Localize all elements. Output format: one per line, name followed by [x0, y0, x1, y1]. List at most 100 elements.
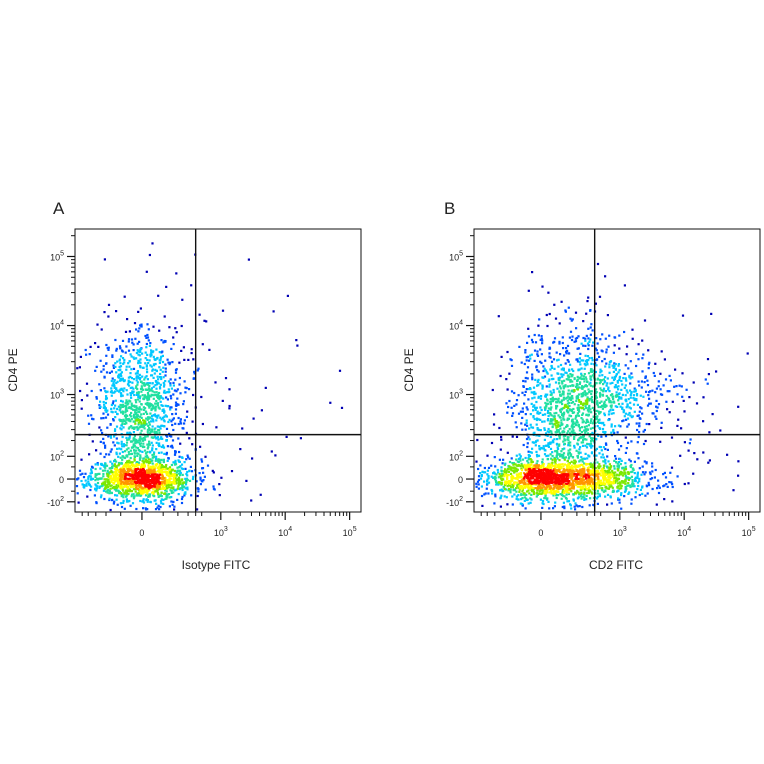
- event-point: [118, 482, 121, 485]
- event-point: [574, 502, 577, 505]
- event-point: [162, 425, 165, 428]
- event-point: [124, 402, 127, 405]
- event-point: [132, 356, 135, 359]
- event-point: [130, 396, 133, 399]
- event-point: [651, 462, 654, 465]
- event-point: [599, 394, 602, 397]
- event-point: [539, 338, 542, 341]
- event-point: [127, 340, 130, 343]
- event-point: [659, 440, 662, 443]
- event-point: [519, 502, 522, 505]
- event-point: [585, 378, 588, 381]
- event-point: [619, 483, 622, 486]
- event-point: [102, 442, 105, 445]
- event-point: [600, 389, 603, 392]
- event-point: [90, 468, 93, 471]
- event-point: [524, 390, 527, 393]
- event-point: [185, 431, 188, 434]
- event-point: [594, 392, 597, 395]
- event-point: [517, 457, 520, 460]
- event-point: [168, 432, 171, 435]
- event-point: [126, 400, 129, 403]
- event-point: [563, 458, 566, 461]
- event-point: [567, 491, 570, 494]
- scatter-points-b: [475, 262, 749, 511]
- event-point: [626, 425, 629, 428]
- event-point: [141, 477, 144, 480]
- event-point: [156, 488, 160, 491]
- event-point: [510, 406, 513, 409]
- event-point: [108, 481, 111, 484]
- event-point: [495, 483, 498, 486]
- event-point: [565, 396, 568, 399]
- event-point: [607, 460, 610, 463]
- event-point: [513, 391, 516, 395]
- event-point: [605, 348, 608, 351]
- event-point: [548, 383, 551, 386]
- event-point: [517, 498, 520, 501]
- event-point: [100, 417, 103, 420]
- event-point: [286, 294, 289, 297]
- event-point: [522, 385, 525, 388]
- event-point: [527, 461, 530, 464]
- event-point: [587, 410, 590, 413]
- event-point: [585, 334, 588, 337]
- event-point: [476, 480, 480, 483]
- event-point: [556, 359, 559, 362]
- event-point: [157, 414, 160, 417]
- event-point: [142, 465, 146, 468]
- event-point: [636, 471, 639, 474]
- event-point: [572, 499, 575, 502]
- event-point: [615, 478, 618, 481]
- event-point: [131, 392, 134, 395]
- event-point: [143, 471, 146, 474]
- event-point: [105, 490, 108, 493]
- event-point: [626, 476, 629, 479]
- event-point: [575, 385, 578, 388]
- event-point: [509, 482, 512, 485]
- event-point: [178, 478, 181, 481]
- event-point: [569, 317, 572, 320]
- event-point: [151, 456, 154, 459]
- event-point: [554, 317, 558, 320]
- event-point: [116, 360, 119, 363]
- event-point: [616, 380, 619, 383]
- event-point: [111, 465, 114, 468]
- event-point: [529, 388, 532, 391]
- event-point: [155, 464, 158, 467]
- event-point: [95, 365, 98, 368]
- plot-frame-a: [74, 228, 362, 513]
- event-point: [138, 400, 141, 403]
- event-point: [115, 387, 118, 390]
- event-point: [109, 487, 112, 490]
- event-point: [152, 394, 155, 397]
- event-point: [151, 382, 154, 385]
- event-point: [250, 499, 253, 502]
- event-point: [563, 505, 566, 508]
- event-point: [570, 464, 573, 467]
- event-point: [479, 477, 483, 480]
- event-point: [143, 420, 146, 423]
- event-point: [518, 345, 521, 348]
- event-point: [505, 473, 509, 476]
- event-point: [604, 431, 607, 434]
- event-point: [582, 377, 585, 380]
- event-point: [152, 469, 156, 472]
- event-point: [100, 485, 103, 488]
- event-point: [515, 399, 519, 402]
- event-point: [127, 427, 130, 430]
- event-point: [165, 434, 168, 437]
- event-point: [126, 481, 129, 484]
- event-point: [577, 423, 580, 426]
- event-point: [164, 404, 167, 407]
- event-point: [595, 438, 598, 441]
- event-point: [578, 400, 581, 403]
- event-point: [490, 464, 493, 467]
- event-point: [604, 462, 607, 465]
- event-point: [133, 452, 136, 455]
- event-point: [156, 381, 159, 384]
- event-point: [595, 417, 598, 420]
- event-point: [147, 361, 150, 365]
- event-point: [591, 437, 594, 440]
- event-point: [154, 481, 157, 484]
